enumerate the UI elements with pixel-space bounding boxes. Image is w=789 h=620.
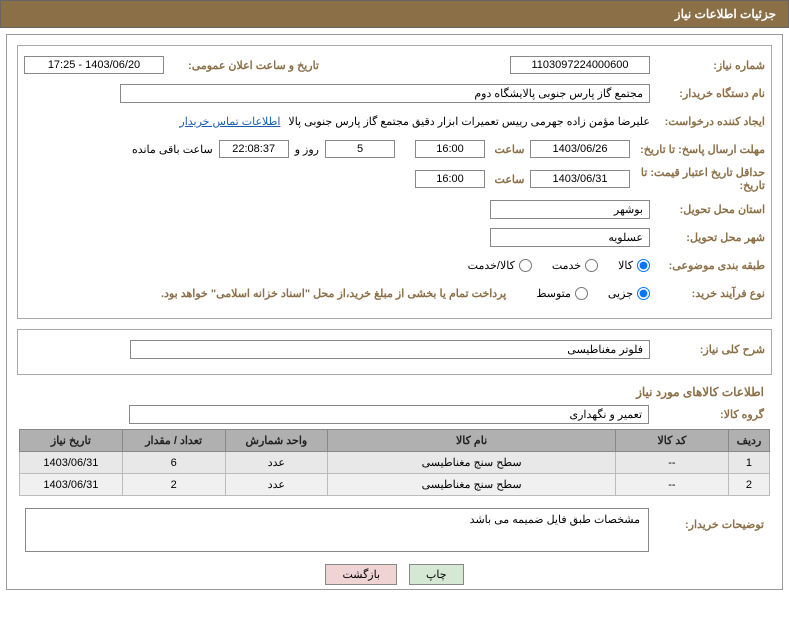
row-category: طبقه بندی موضوعی: کالا خدمت کالا/خدمت (24, 254, 765, 276)
row-validity: حداقل تاریخ اعتبار قیمت: تا تاریخ: 1403/… (24, 166, 765, 192)
table-cell: عدد (225, 474, 328, 496)
buyer-desc-box: مشخصات طبق فایل ضمیمه می باشد (25, 508, 649, 552)
need-number-value: 1103097224000600 (510, 56, 650, 74)
row-summary: شرح کلی نیاز: فلوتر مغناطیسی (24, 338, 765, 360)
table-cell: عدد (225, 452, 328, 474)
process-radio-group: جزیی متوسط (536, 287, 650, 300)
payment-note: پرداخت تمام یا بخشی از مبلغ خرید،از محل … (161, 287, 506, 300)
days-remaining: 5 (325, 140, 395, 158)
need-number-label: شماره نیاز: (650, 59, 765, 72)
deadline-time: 16:00 (415, 140, 485, 158)
radio-small[interactable]: جزیی (608, 287, 650, 300)
radio-medium-label: متوسط (536, 287, 571, 300)
table-row: 1--سطح سنج مغناطیسیعدد61403/06/31 (20, 452, 770, 474)
row-requester: ایجاد کننده درخواست: علیرضا مؤمن زاده جه… (24, 110, 765, 132)
table-cell: 6 (122, 452, 225, 474)
print-button[interactable]: چاپ (409, 564, 464, 585)
row-process: نوع فرآیند خرید: جزیی متوسط پرداخت تمام … (24, 282, 765, 304)
row-buyer-org: نام دستگاه خریدار: مجتمع گاز پارس جنوبی … (24, 82, 765, 104)
radio-goods-label: کالا (618, 259, 633, 272)
th-row: ردیف (728, 430, 769, 452)
page-title: جزئیات اطلاعات نیاز (675, 7, 776, 21)
radio-small-label: جزیی (608, 287, 633, 300)
table-cell: 1403/06/31 (20, 474, 123, 496)
time-label-1: ساعت (485, 143, 530, 156)
details-panel: شماره نیاز: 1103097224000600 تاریخ و ساع… (17, 45, 772, 319)
page-header: جزئیات اطلاعات نیاز (0, 0, 789, 28)
category-radio-group: کالا خدمت کالا/خدمت (468, 259, 650, 272)
row-city: شهر محل تحویل: عسلویه (24, 226, 765, 248)
table-cell: 1 (728, 452, 769, 474)
items-table: ردیف کد کالا نام کالا واحد شمارش تعداد /… (19, 429, 770, 496)
validity-time: 16:00 (415, 170, 485, 188)
items-section-title: اطلاعات کالاهای مورد نیاز (13, 385, 764, 399)
row-group: گروه کالا: تعمیر و نگهداری (25, 403, 764, 425)
back-button[interactable]: بازگشت (325, 564, 397, 585)
radio-medium-input[interactable] (575, 287, 588, 300)
table-cell: 1403/06/31 (20, 452, 123, 474)
row-need-number: شماره نیاز: 1103097224000600 تاریخ و ساع… (24, 54, 765, 76)
announce-value: 1403/06/20 - 17:25 (24, 56, 164, 74)
th-qty: تعداد / مقدار (122, 430, 225, 452)
radio-goods-service-input[interactable] (519, 259, 532, 272)
requester-label: ایجاد کننده درخواست: (650, 115, 765, 128)
deadline-date: 1403/06/26 (530, 140, 630, 158)
table-cell: -- (615, 474, 728, 496)
table-cell: سطح سنج مغناطیسی (328, 452, 616, 474)
province-label: استان محل تحویل: (650, 203, 765, 216)
group-label: گروه کالا: (649, 408, 764, 421)
row-buyer-desc: توضیحات خریدار: مشخصات طبق فایل ضمیمه می… (25, 504, 764, 556)
summary-label: شرح کلی نیاز: (650, 343, 765, 356)
province-value: بوشهر (490, 200, 650, 219)
radio-service[interactable]: خدمت (552, 259, 598, 272)
th-name: نام کالا (328, 430, 616, 452)
radio-small-input[interactable] (637, 287, 650, 300)
city-label: شهر محل تحویل: (650, 231, 765, 244)
group-value: تعمیر و نگهداری (129, 405, 649, 424)
table-cell: سطح سنج مغناطیسی (328, 474, 616, 496)
th-code: کد کالا (615, 430, 728, 452)
table-cell: 2 (122, 474, 225, 496)
table-row: 2--سطح سنج مغناطیسیعدد21403/06/31 (20, 474, 770, 496)
summary-panel: شرح کلی نیاز: فلوتر مغناطیسی (17, 329, 772, 375)
announce-label: تاریخ و ساعت اعلان عمومی: (164, 59, 319, 72)
remaining-label: ساعت باقی مانده (132, 143, 219, 156)
radio-goods-service[interactable]: کالا/خدمت (468, 259, 532, 272)
process-label: نوع فرآیند خرید: (650, 287, 765, 300)
countdown: 22:08:37 (219, 140, 289, 158)
footer-buttons: چاپ بازگشت (7, 564, 782, 585)
radio-goods-service-label: کالا/خدمت (468, 259, 515, 272)
requester-value: علیرضا مؤمن زاده جهرمی رییس تعمیرات ابزا… (288, 115, 650, 128)
days-label: روز و (289, 143, 325, 156)
row-province: استان محل تحویل: بوشهر (24, 198, 765, 220)
table-cell: 2 (728, 474, 769, 496)
buyer-desc-text: مشخصات طبق فایل ضمیمه می باشد (470, 514, 640, 526)
th-unit: واحد شمارش (225, 430, 328, 452)
validity-date: 1403/06/31 (530, 170, 630, 188)
radio-service-input[interactable] (585, 259, 598, 272)
category-label: طبقه بندی موضوعی: (650, 259, 765, 272)
table-cell: -- (615, 452, 728, 474)
th-date: تاریخ نیاز (20, 430, 123, 452)
buyer-org-label: نام دستگاه خریدار: (650, 87, 765, 100)
buyer-desc-label: توضیحات خریدار: (649, 504, 764, 531)
city-value: عسلویه (490, 228, 650, 247)
buyer-org-value: مجتمع گاز پارس جنوبی پالایشگاه دوم (120, 84, 650, 103)
time-label-2: ساعت (485, 173, 530, 186)
radio-goods-input[interactable] (637, 259, 650, 272)
contact-link[interactable]: اطلاعات تماس خریدار (179, 115, 280, 128)
main-frame: شماره نیاز: 1103097224000600 تاریخ و ساع… (6, 34, 783, 590)
deadline-label: مهلت ارسال پاسخ: تا تاریخ: (630, 143, 765, 156)
radio-goods[interactable]: کالا (618, 259, 650, 272)
validity-label: حداقل تاریخ اعتبار قیمت: تا تاریخ: (630, 166, 765, 192)
radio-service-label: خدمت (552, 259, 581, 272)
radio-medium[interactable]: متوسط (536, 287, 588, 300)
row-deadline: مهلت ارسال پاسخ: تا تاریخ: 1403/06/26 سا… (24, 138, 765, 160)
summary-value: فلوتر مغناطیسی (130, 340, 650, 359)
